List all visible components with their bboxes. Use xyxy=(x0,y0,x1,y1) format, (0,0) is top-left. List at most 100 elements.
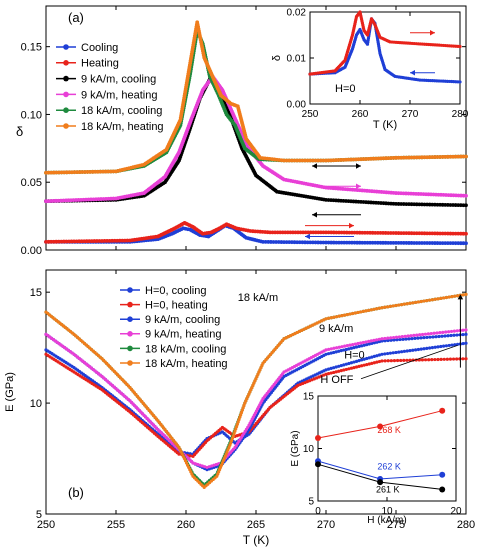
data-point xyxy=(380,306,384,310)
data-point xyxy=(377,423,384,430)
data-point xyxy=(399,358,403,363)
data-point xyxy=(329,347,333,351)
data-point xyxy=(329,351,333,355)
data-point xyxy=(426,332,430,336)
data-point xyxy=(348,312,352,316)
annotation-text: H OFF xyxy=(320,374,353,386)
x-tick-label: 20 xyxy=(450,506,462,517)
data-point xyxy=(289,240,294,245)
inset-b-x-label: H (kA/m) xyxy=(367,515,406,526)
data-point xyxy=(282,158,286,163)
data-point xyxy=(461,357,465,361)
x-tick-label: 280 xyxy=(452,109,469,120)
data-point xyxy=(339,369,343,373)
arrow-head xyxy=(312,212,317,218)
data-point xyxy=(404,337,408,341)
data-point xyxy=(305,240,310,245)
data-point xyxy=(412,333,416,337)
data-point xyxy=(422,347,426,351)
data-point xyxy=(345,312,349,317)
arrow-head xyxy=(356,183,361,190)
data-point xyxy=(329,366,333,371)
data-point xyxy=(416,347,420,352)
data-point xyxy=(282,240,286,244)
data-point xyxy=(362,363,366,367)
data-point xyxy=(367,342,371,346)
data-point xyxy=(324,368,328,372)
data-point xyxy=(400,303,404,307)
x-tick-label: 280 xyxy=(457,519,475,531)
data-point xyxy=(332,370,336,375)
data-point xyxy=(428,335,432,339)
data-point xyxy=(436,357,440,362)
data-point xyxy=(324,348,328,352)
data-point xyxy=(419,336,423,340)
data-point xyxy=(423,332,428,336)
panel-b-label: (b) xyxy=(68,485,84,500)
data-point xyxy=(348,343,352,347)
data-point xyxy=(406,334,410,338)
data-point xyxy=(369,339,373,343)
data-point xyxy=(375,360,379,364)
data-point xyxy=(321,158,326,163)
data-point xyxy=(279,240,284,244)
data-point xyxy=(464,241,468,246)
data-point xyxy=(360,344,364,348)
data-point xyxy=(452,333,456,337)
data-point xyxy=(386,338,390,343)
y-tick-label: 15 xyxy=(30,287,42,299)
data-point xyxy=(450,343,454,347)
data-point xyxy=(453,343,457,347)
annotation-text: H=0 xyxy=(344,350,365,362)
annotation-text: 18 kA/m xyxy=(238,292,278,304)
data-point xyxy=(436,345,440,349)
legend-marker xyxy=(127,360,133,366)
data-point xyxy=(446,334,450,338)
panel-b-y-axis: 5 10 15 xyxy=(30,287,466,521)
data-point xyxy=(342,348,346,352)
data-point xyxy=(411,301,415,305)
data-point xyxy=(342,368,346,372)
data-point xyxy=(339,363,343,368)
panel-a-legend: Cooling Heating 9 kA/m, cooling 9 kA/m, hea… xyxy=(56,42,164,133)
data-point xyxy=(337,314,341,318)
x-tick-label: 250 xyxy=(37,519,55,531)
data-point xyxy=(339,349,343,353)
data-point xyxy=(347,367,351,371)
data-point xyxy=(402,302,406,306)
data-point xyxy=(430,346,434,350)
data-point xyxy=(461,332,465,337)
data-point xyxy=(337,369,341,373)
data-point xyxy=(392,338,396,342)
data-point xyxy=(416,336,420,340)
data-point xyxy=(370,361,374,365)
data-point xyxy=(349,361,354,365)
data-point xyxy=(375,307,379,311)
legend-label: 9 kA/m, heating xyxy=(145,329,221,341)
legend-label: 9 kA/m, cooling xyxy=(145,314,220,326)
arrow-head xyxy=(312,163,317,169)
data-point xyxy=(185,451,189,455)
data-point xyxy=(353,342,357,346)
data-point xyxy=(357,364,361,368)
data-point xyxy=(464,341,468,345)
y-tick-label: 5 xyxy=(36,509,42,521)
data-point xyxy=(300,240,305,245)
data-point xyxy=(420,332,425,337)
data-point xyxy=(340,345,344,349)
data-point xyxy=(394,303,398,308)
inset-a-arrows xyxy=(410,29,435,76)
data-point xyxy=(316,158,321,163)
data-point xyxy=(453,294,457,298)
data-point xyxy=(418,333,422,337)
legend-label: 18 kA/m, cooling xyxy=(145,343,226,355)
data-point xyxy=(449,329,454,334)
data-point xyxy=(455,333,459,337)
data-point xyxy=(423,358,428,362)
data-point xyxy=(372,338,376,342)
panel-a-y-axis: 0.00 0.05 0.10 0.15 xyxy=(21,42,466,257)
data-point xyxy=(351,342,355,347)
data-point xyxy=(334,370,338,374)
panel-b-x-axis: 250 255 260 265 270 275 280 xyxy=(37,270,475,531)
arrow-head xyxy=(457,294,464,300)
